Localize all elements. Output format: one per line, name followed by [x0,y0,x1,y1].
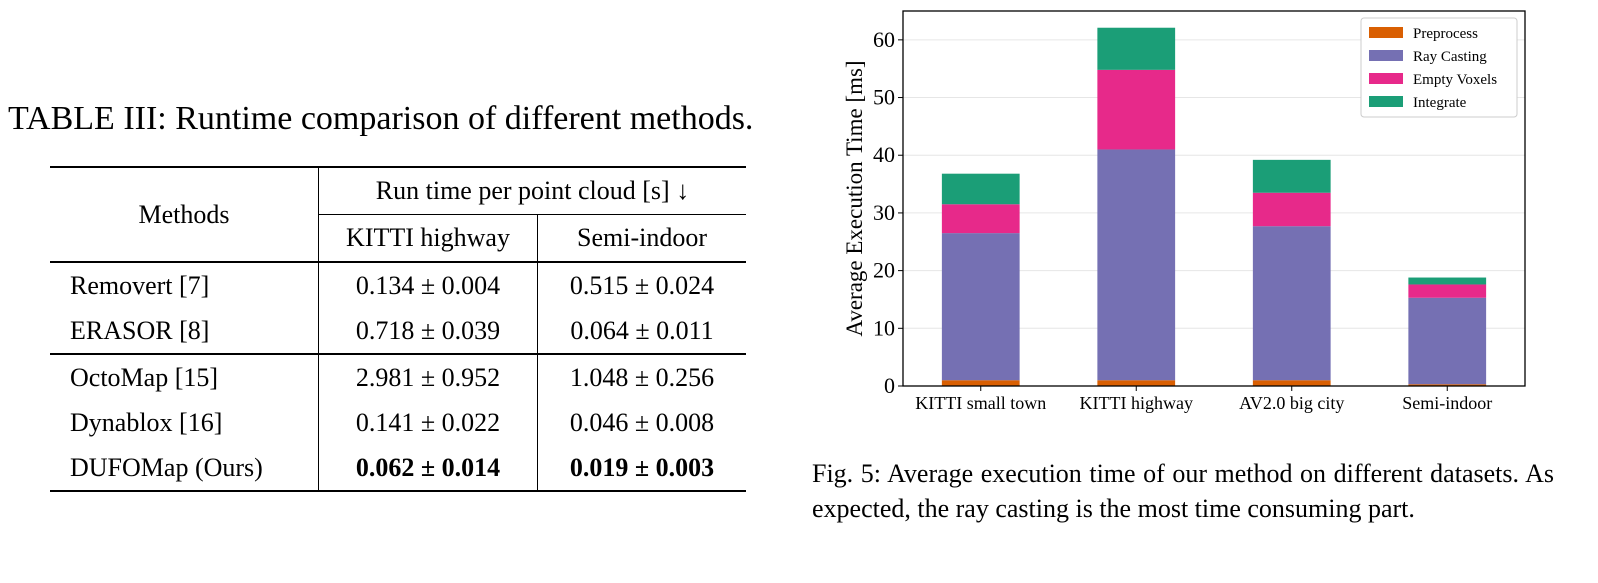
bar-segment [1252,192,1331,227]
table-row: ERASOR [8] 0.718 ± 0.039 0.064 ± 0.011 [50,308,746,354]
bar-segment [941,204,1020,234]
method-name: Removert [7] [50,262,319,308]
x-tick-label: KITTI small town [915,393,1046,413]
bar-segment [1408,384,1487,386]
bar-segment [1408,297,1487,385]
method-name: DUFOMap (Ours) [50,445,319,492]
kitti-value: 0.062 ± 0.014 [318,445,538,492]
legend-swatch [1369,50,1403,61]
semi-value: 0.064 ± 0.011 [570,315,714,345]
legend-label: Preprocess [1413,26,1478,42]
kitti-value: 0.134 ± 0.004 [318,262,538,308]
chart-bars [941,27,1487,386]
y-tick-label: 30 [873,200,895,225]
x-tick-label: AV2.0 big city [1239,393,1344,413]
chart-legend: Preprocess Ray Casting Empty Voxels Integra… [1360,17,1518,118]
bar-segment [1252,380,1331,386]
kitti-value: 2.981 ± 0.952 [318,353,538,400]
x-axis: KITTI small town KITTI highway AV2.0 big c… [915,386,1492,413]
table-caption: TABLE III: Runtime comparison of differe… [8,100,754,137]
y-tick-label: 0 [884,373,895,398]
legend-label: Ray Casting [1413,49,1487,65]
bar-segment [941,380,1020,386]
table-row: Dynablox [16] 0.141 ± 0.022 0.046 ± 0.00… [50,400,746,445]
y-tick-label: 50 [873,85,895,110]
method-name: ERASOR [8] [50,308,319,354]
bar-segment [1408,284,1487,298]
legend-swatch [1369,27,1403,38]
y-axis-label: Average Execution Time [ms] [842,60,867,336]
bar-segment [1097,149,1176,381]
header-semi-indoor: Semi-indoor [537,214,746,263]
header-runtime-group: Run time per point cloud [s] ↓ [318,166,746,215]
execution-time-chart: 0 10 20 30 40 50 60 KITTI small town KITTI high… [842,10,1526,413]
plot-frame [902,10,1526,387]
method-name: OctoMap [15] [50,353,319,400]
figure-caption: Fig. 5: Average execution time of our me… [812,459,1554,523]
y-tick-label: 40 [873,142,895,167]
bar-segment [1097,69,1176,150]
bar-segment [941,233,1020,381]
bar-segment [1408,277,1487,285]
kitti-value: 0.718 ± 0.039 [318,308,538,354]
legend-swatch [1369,73,1403,84]
bar-segment [1252,159,1331,193]
legend-label: Integrate [1413,95,1467,111]
y-tick-label: 10 [873,315,895,340]
y-tick-label: 60 [873,27,895,52]
semi-value: 1.048 ± 0.256 [537,353,746,400]
x-tick-label: KITTI highway [1080,393,1193,413]
kitti-value: 0.141 ± 0.022 [318,400,538,445]
bar-segment [1097,380,1176,386]
runtime-table: Methods Run time per point cloud [s] ↓ K… [50,166,746,492]
bar-segment [1097,27,1176,70]
bar-segment [1252,226,1331,381]
semi-value: 0.515 ± 0.024 [569,270,715,300]
x-tick-label: Semi-indoor [1402,393,1492,413]
y-axis: 0 10 20 30 40 50 60 [873,27,903,398]
header-methods: Methods [50,166,319,263]
legend-label: Empty Voxels [1413,72,1497,88]
bar-segment [941,173,1020,205]
legend-swatch [1369,96,1403,107]
semi-value: 0.046 ± 0.008 [569,407,715,437]
legend-box [1360,17,1518,118]
header-kitti-highway: KITTI highway [318,214,538,263]
table-row: DUFOMap (Ours) 0.062 ± 0.014 0.019 ± 0.0… [50,445,746,492]
semi-value: 0.019 ± 0.003 [537,445,746,492]
y-tick-label: 20 [873,258,895,283]
table-row: Removert [7] 0.134 ± 0.004 0.515 ± 0.024 [50,262,746,308]
method-name: Dynablox [16] [50,400,319,445]
table-row: OctoMap [15] 2.981 ± 0.952 1.048 ± 0.256 [50,353,746,400]
